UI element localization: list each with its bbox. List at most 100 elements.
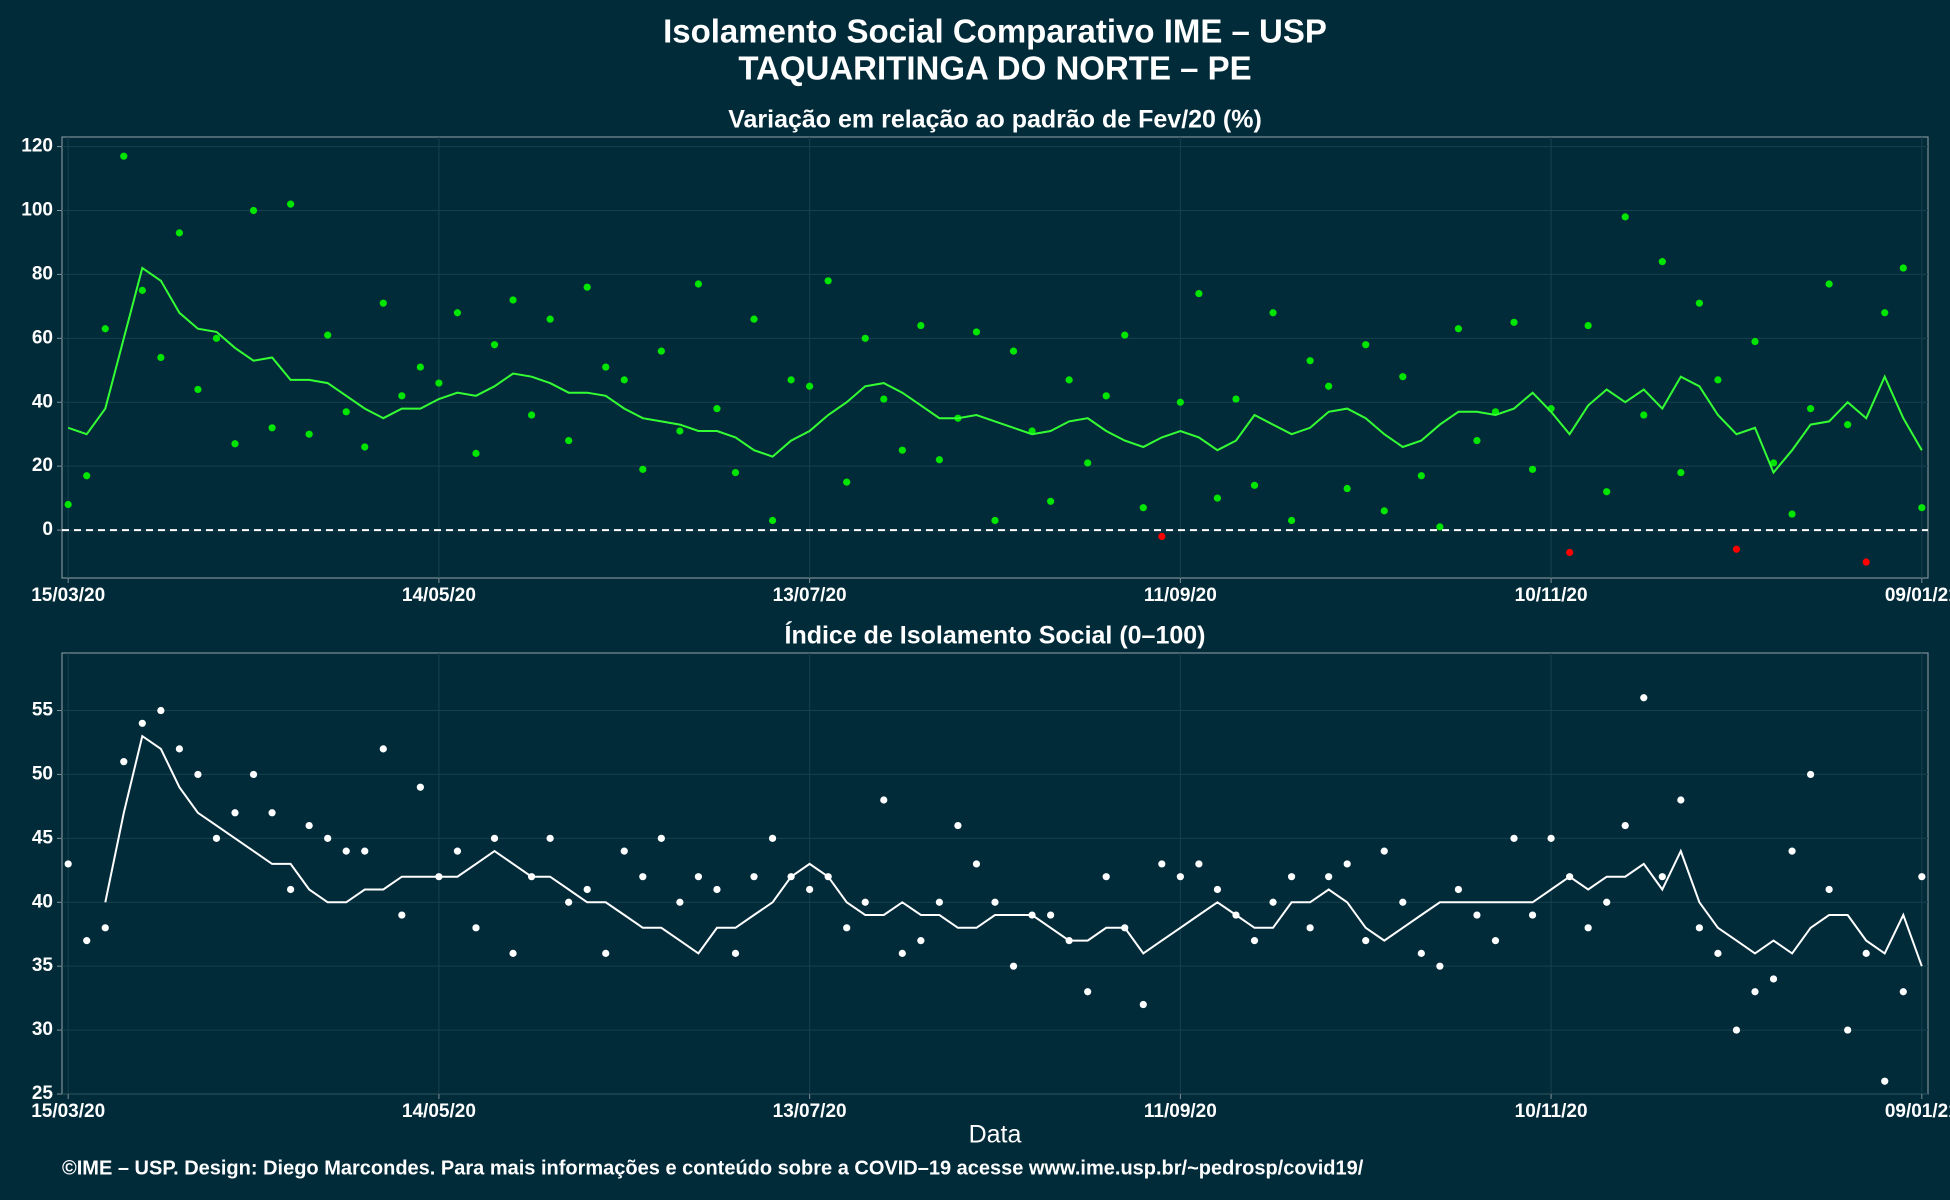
data-point: [194, 770, 202, 779]
data-point: [1658, 258, 1666, 266]
data-point: [453, 847, 462, 855]
data-point: [565, 898, 573, 906]
data-point: [880, 796, 888, 804]
data-point: [1343, 484, 1351, 493]
data-point: [1695, 924, 1703, 932]
data-point: [1658, 873, 1666, 881]
data-point: [898, 949, 906, 957]
data-point: [1380, 507, 1388, 515]
y-tick-label: 60: [32, 327, 53, 348]
data-point: [1918, 873, 1926, 881]
data-point: [1250, 937, 1259, 945]
data-point: [138, 719, 146, 727]
data-point: [1491, 937, 1500, 945]
data-point: [602, 363, 610, 371]
y-tick-label: 35: [32, 955, 54, 976]
data-point: [1473, 911, 1481, 919]
x-tick-label: 13/07/20: [773, 585, 847, 606]
data-point: [676, 427, 684, 435]
data-point: [268, 809, 276, 817]
x-axis-label: Data: [969, 1121, 1022, 1149]
data-point: [212, 834, 221, 842]
x-tick-label: 11/09/20: [1144, 1101, 1217, 1122]
data-point: [490, 834, 499, 842]
data-point: [972, 860, 981, 868]
data-point: [1102, 873, 1110, 881]
data-point: [1769, 975, 1778, 983]
data-point: [231, 440, 239, 448]
data-point: [713, 405, 721, 413]
data-point: [212, 334, 221, 342]
data-point: [1769, 459, 1778, 467]
data-point: [639, 465, 647, 473]
data-point: [1621, 213, 1629, 221]
data-point: [657, 347, 665, 355]
data-point: [1269, 309, 1277, 317]
data-point: [1436, 962, 1444, 970]
data-point: [1695, 299, 1703, 307]
data-point: [1287, 516, 1296, 525]
data-point: [1510, 834, 1518, 842]
data-point: [806, 885, 814, 894]
data-point: [1306, 357, 1314, 365]
data-point: [1158, 532, 1166, 541]
data-point: [546, 834, 554, 842]
data-point: [843, 478, 851, 486]
data-point: [398, 911, 406, 919]
data-point: [1399, 373, 1407, 381]
data-point: [583, 283, 591, 291]
data-point: [1899, 988, 1907, 996]
data-point: [1844, 1026, 1852, 1034]
data-point: [602, 949, 610, 957]
data-point: [1362, 937, 1370, 945]
data-point: [120, 152, 128, 160]
data-point: [138, 286, 146, 294]
footer: ©IME – USP. Design: Diego Marcondes. Par…: [62, 1157, 1364, 1179]
data-point: [83, 937, 91, 945]
data-point: [768, 834, 777, 842]
data-point: [1380, 847, 1388, 855]
data-point: [1195, 289, 1203, 298]
data-point: [620, 847, 628, 855]
data-point: [1881, 1077, 1889, 1085]
data-point: [1732, 545, 1741, 553]
data-point: [1232, 395, 1240, 403]
data-point: [1640, 411, 1648, 419]
data-point: [1195, 860, 1203, 868]
y-tick-label: 120: [21, 136, 53, 157]
data-point: [342, 408, 350, 416]
data-point: [1844, 421, 1852, 429]
data-point: [583, 885, 591, 894]
x-tick-label: 09/01/21: [1885, 585, 1950, 606]
data-point: [1862, 558, 1870, 566]
y-tick-label: 0: [42, 519, 53, 540]
x-tick-label: 13/07/20: [773, 1101, 847, 1122]
data-point: [416, 783, 424, 791]
data-point: [676, 898, 684, 906]
data-point: [1862, 949, 1870, 957]
data-point: [750, 315, 758, 323]
data-point: [935, 456, 943, 464]
data-point: [1566, 548, 1574, 557]
data-point: [861, 334, 869, 342]
data-point: [1677, 468, 1685, 477]
data-point: [101, 325, 109, 333]
data-point: [1269, 898, 1277, 906]
data-point: [1547, 834, 1555, 842]
data-point: [379, 299, 387, 307]
data-point: [1751, 337, 1759, 346]
data-point: [1918, 504, 1926, 512]
data-point: [731, 468, 740, 477]
data-point: [1454, 325, 1463, 333]
trend-line: [67, 266, 1923, 475]
data-point: [1825, 280, 1833, 288]
data-point: [64, 860, 72, 868]
data-point: [1306, 924, 1314, 932]
data-point: [120, 758, 128, 766]
data-point: [83, 472, 91, 480]
data-point: [1065, 376, 1073, 384]
y-tick-label: 45: [32, 827, 54, 848]
data-point: [1640, 694, 1648, 702]
data-point: [249, 206, 258, 215]
data-point: [361, 847, 369, 855]
